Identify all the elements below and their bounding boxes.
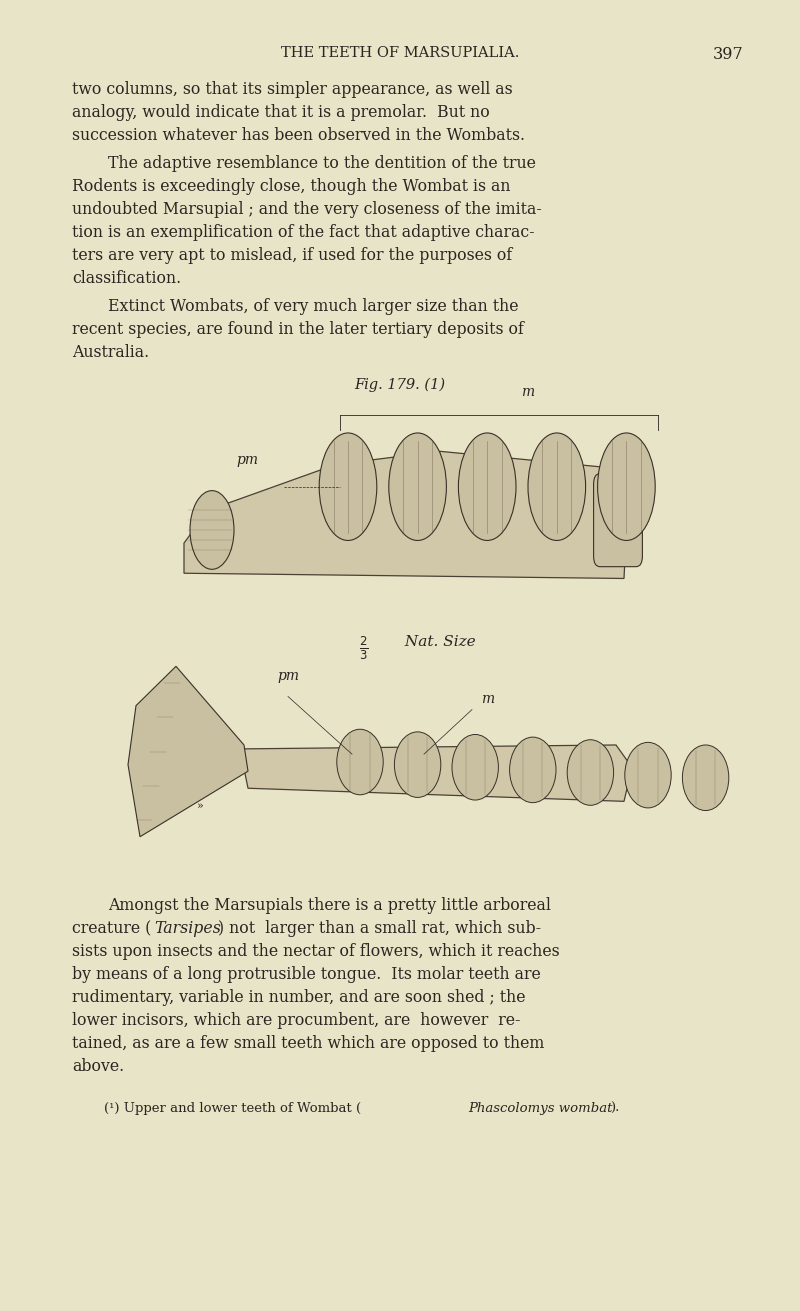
Ellipse shape [458, 433, 516, 540]
Polygon shape [184, 451, 628, 578]
Ellipse shape [190, 490, 234, 569]
Text: (¹) Upper and lower teeth of Wombat (: (¹) Upper and lower teeth of Wombat ( [104, 1101, 361, 1114]
Text: above.: above. [72, 1058, 124, 1075]
Text: Australia.: Australia. [72, 343, 149, 361]
Text: Amongst the Marsupials there is a pretty little arboreal: Amongst the Marsupials there is a pretty… [108, 897, 551, 914]
Text: The adaptive resemblance to the dentition of the true: The adaptive resemblance to the dentitio… [108, 156, 536, 172]
Text: by means of a long protrusible tongue.  Its molar teeth are: by means of a long protrusible tongue. I… [72, 966, 541, 983]
Text: tained, as are a few small teeth which are opposed to them: tained, as are a few small teeth which a… [72, 1034, 544, 1051]
Text: two columns, so that its simpler appearance, as well as: two columns, so that its simpler appeara… [72, 81, 513, 98]
Text: m: m [482, 692, 494, 705]
Text: succession whatever has been observed in the Wombats.: succession whatever has been observed in… [72, 127, 525, 144]
Text: pm: pm [277, 670, 299, 683]
Polygon shape [240, 745, 632, 801]
Text: Rodents is exceedingly close, though the Wombat is an: Rodents is exceedingly close, though the… [72, 178, 510, 195]
Text: classification.: classification. [72, 270, 181, 287]
Polygon shape [128, 666, 248, 836]
Ellipse shape [682, 745, 729, 810]
Text: »: » [197, 801, 203, 812]
Text: analogy, would indicate that it is a premolar.  But no: analogy, would indicate that it is a pre… [72, 105, 490, 121]
Text: undoubted Marsupial ; and the very closeness of the imita-: undoubted Marsupial ; and the very close… [72, 201, 542, 218]
Text: 397: 397 [714, 46, 744, 63]
Text: ) not  larger than a small rat, which sub-: ) not larger than a small rat, which sub… [218, 920, 542, 937]
Text: THE TEETH OF MARSUPIALIA.: THE TEETH OF MARSUPIALIA. [281, 46, 519, 60]
Ellipse shape [528, 433, 586, 540]
Text: ters are very apt to mislead, if used for the purposes of: ters are very apt to mislead, if used fo… [72, 246, 512, 264]
Ellipse shape [625, 742, 671, 808]
Text: ).: ). [610, 1101, 620, 1114]
Ellipse shape [567, 739, 614, 805]
Text: pm: pm [236, 454, 258, 468]
Text: lower incisors, which are procumbent, are  however  re-: lower incisors, which are procumbent, ar… [72, 1012, 521, 1029]
Ellipse shape [598, 433, 655, 540]
Text: $\frac{2}{3}$: $\frac{2}{3}$ [359, 635, 369, 662]
Text: sists upon insects and the nectar of flowers, which it reaches: sists upon insects and the nectar of flo… [72, 943, 560, 960]
Text: Fig. 179. (1): Fig. 179. (1) [354, 378, 446, 392]
Text: Nat. Size: Nat. Size [400, 635, 476, 649]
Text: rudimentary, variable in number, and are soon shed ; the: rudimentary, variable in number, and are… [72, 988, 526, 1006]
Text: creature (: creature ( [72, 920, 151, 937]
Text: Extinct Wombats, of very much larger size than the: Extinct Wombats, of very much larger siz… [108, 298, 518, 315]
Text: Phascolomys wombat: Phascolomys wombat [468, 1101, 613, 1114]
Ellipse shape [319, 433, 377, 540]
Text: m: m [522, 385, 534, 399]
Text: Tarsipes: Tarsipes [154, 920, 222, 937]
FancyBboxPatch shape [594, 473, 642, 566]
Text: tion is an exemplification of the fact that adaptive charac-: tion is an exemplification of the fact t… [72, 224, 534, 241]
Text: recent species, are found in the later tertiary deposits of: recent species, are found in the later t… [72, 321, 524, 338]
Ellipse shape [389, 433, 446, 540]
Ellipse shape [337, 729, 383, 794]
Ellipse shape [510, 737, 556, 802]
Ellipse shape [452, 734, 498, 800]
Ellipse shape [394, 732, 441, 797]
